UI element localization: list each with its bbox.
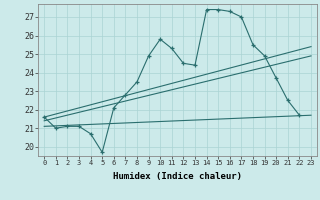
- X-axis label: Humidex (Indice chaleur): Humidex (Indice chaleur): [113, 172, 242, 181]
